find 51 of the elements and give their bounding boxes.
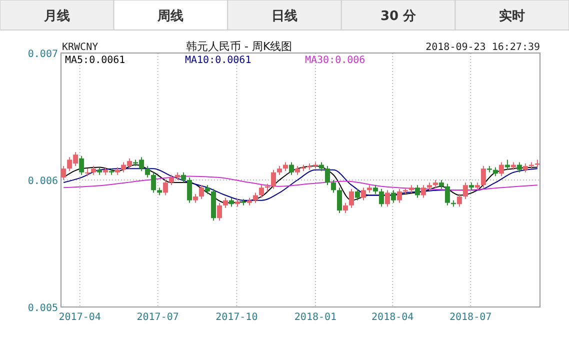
candlestick bbox=[223, 197, 228, 208]
candlestick bbox=[330, 180, 336, 194]
x-tick-label: 2017-10 bbox=[216, 312, 258, 323]
candlestick bbox=[504, 159, 510, 170]
y-tick-label: 0.007 bbox=[28, 49, 58, 60]
candlestick bbox=[217, 202, 222, 222]
candlestick bbox=[480, 166, 486, 188]
text: MA30:0.006 bbox=[305, 55, 366, 66]
y-tick-label: 0.006 bbox=[28, 176, 58, 187]
candlestick bbox=[145, 166, 150, 178]
candlestick bbox=[163, 180, 168, 196]
candlestick bbox=[253, 192, 258, 204]
candlestick bbox=[360, 187, 366, 201]
candlestick bbox=[169, 174, 174, 186]
candlestick bbox=[342, 202, 348, 214]
candlestick bbox=[462, 182, 468, 200]
candlestick bbox=[289, 162, 294, 176]
candlestick bbox=[498, 162, 504, 177]
tab-bar: 月线 周线 日线 30 分 实时 bbox=[0, 0, 569, 30]
candlestick bbox=[456, 193, 462, 208]
candlestick bbox=[414, 184, 420, 198]
x-tick-label: 2017-04 bbox=[58, 312, 101, 323]
candlestick bbox=[259, 184, 264, 198]
candlestick bbox=[181, 172, 186, 184]
text: MA5:0.0061 bbox=[65, 55, 126, 66]
candlestick bbox=[378, 188, 384, 208]
candlestick bbox=[390, 190, 396, 204]
text: MA10:0.0061 bbox=[185, 55, 252, 66]
x-tick-label: 2018-07 bbox=[450, 312, 492, 323]
chart-title: 韩元人民币 - 周K线图 bbox=[186, 40, 292, 53]
candlestick bbox=[79, 155, 84, 176]
annotation: 2018-09-23 16:27:39 bbox=[426, 42, 540, 53]
candlestick bbox=[199, 184, 204, 200]
y-tick-label: 0.005 bbox=[28, 303, 58, 314]
x-tick-label: 2017-07 bbox=[136, 312, 179, 323]
annotation: KRWCNY bbox=[62, 42, 98, 53]
x-tick-label: 2018-01 bbox=[294, 312, 337, 323]
candlestick bbox=[420, 184, 426, 198]
candlestick bbox=[444, 183, 450, 206]
candlestick bbox=[336, 187, 342, 214]
candlestick bbox=[516, 162, 522, 173]
x-tick-label: 2018-04 bbox=[372, 312, 414, 323]
candlestick bbox=[271, 169, 276, 190]
candlestick bbox=[61, 166, 66, 180]
candlestick bbox=[348, 188, 354, 208]
candlestick bbox=[187, 176, 192, 204]
candlestick bbox=[384, 190, 390, 208]
candlestick bbox=[354, 188, 360, 201]
candlestick bbox=[324, 166, 330, 186]
candlestick bbox=[151, 172, 156, 194]
candlestick bbox=[396, 188, 402, 204]
